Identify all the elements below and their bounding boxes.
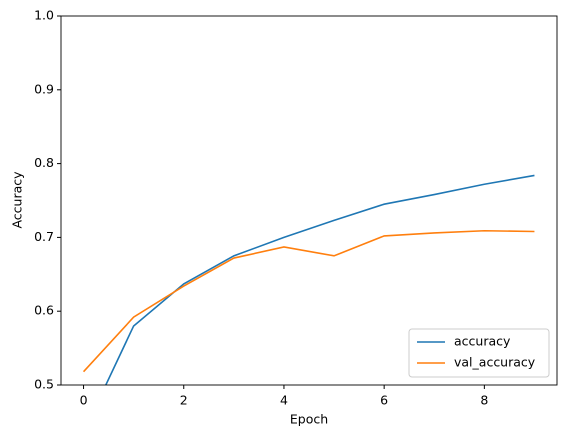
x-axis-label: Epoch	[290, 412, 328, 427]
y-tick-label: 0.9	[34, 81, 54, 96]
legend-label: val_accuracy	[454, 355, 536, 370]
y-tick-label: 0.5	[34, 377, 54, 392]
series-line	[82, 229, 535, 373]
y-axis-label: Accuracy	[10, 171, 25, 229]
x-tick-label: 6	[380, 393, 388, 408]
plot-area	[82, 174, 535, 385]
y-tick-label: 0.8	[34, 155, 54, 170]
y-tick-label: 1.0	[34, 8, 54, 23]
x-tick-label: 0	[80, 393, 88, 408]
axes-frame	[60, 15, 558, 386]
x-tick-label: 4	[280, 393, 288, 408]
y-tick-label: 0.6	[34, 303, 54, 318]
x-tick-label: 8	[480, 393, 488, 408]
series-line	[104, 174, 535, 385]
y-tick-label: 0.7	[34, 229, 54, 244]
legend-label: accuracy	[454, 334, 511, 349]
x-tick-label: 2	[180, 393, 188, 408]
legend-box	[408, 328, 550, 378]
